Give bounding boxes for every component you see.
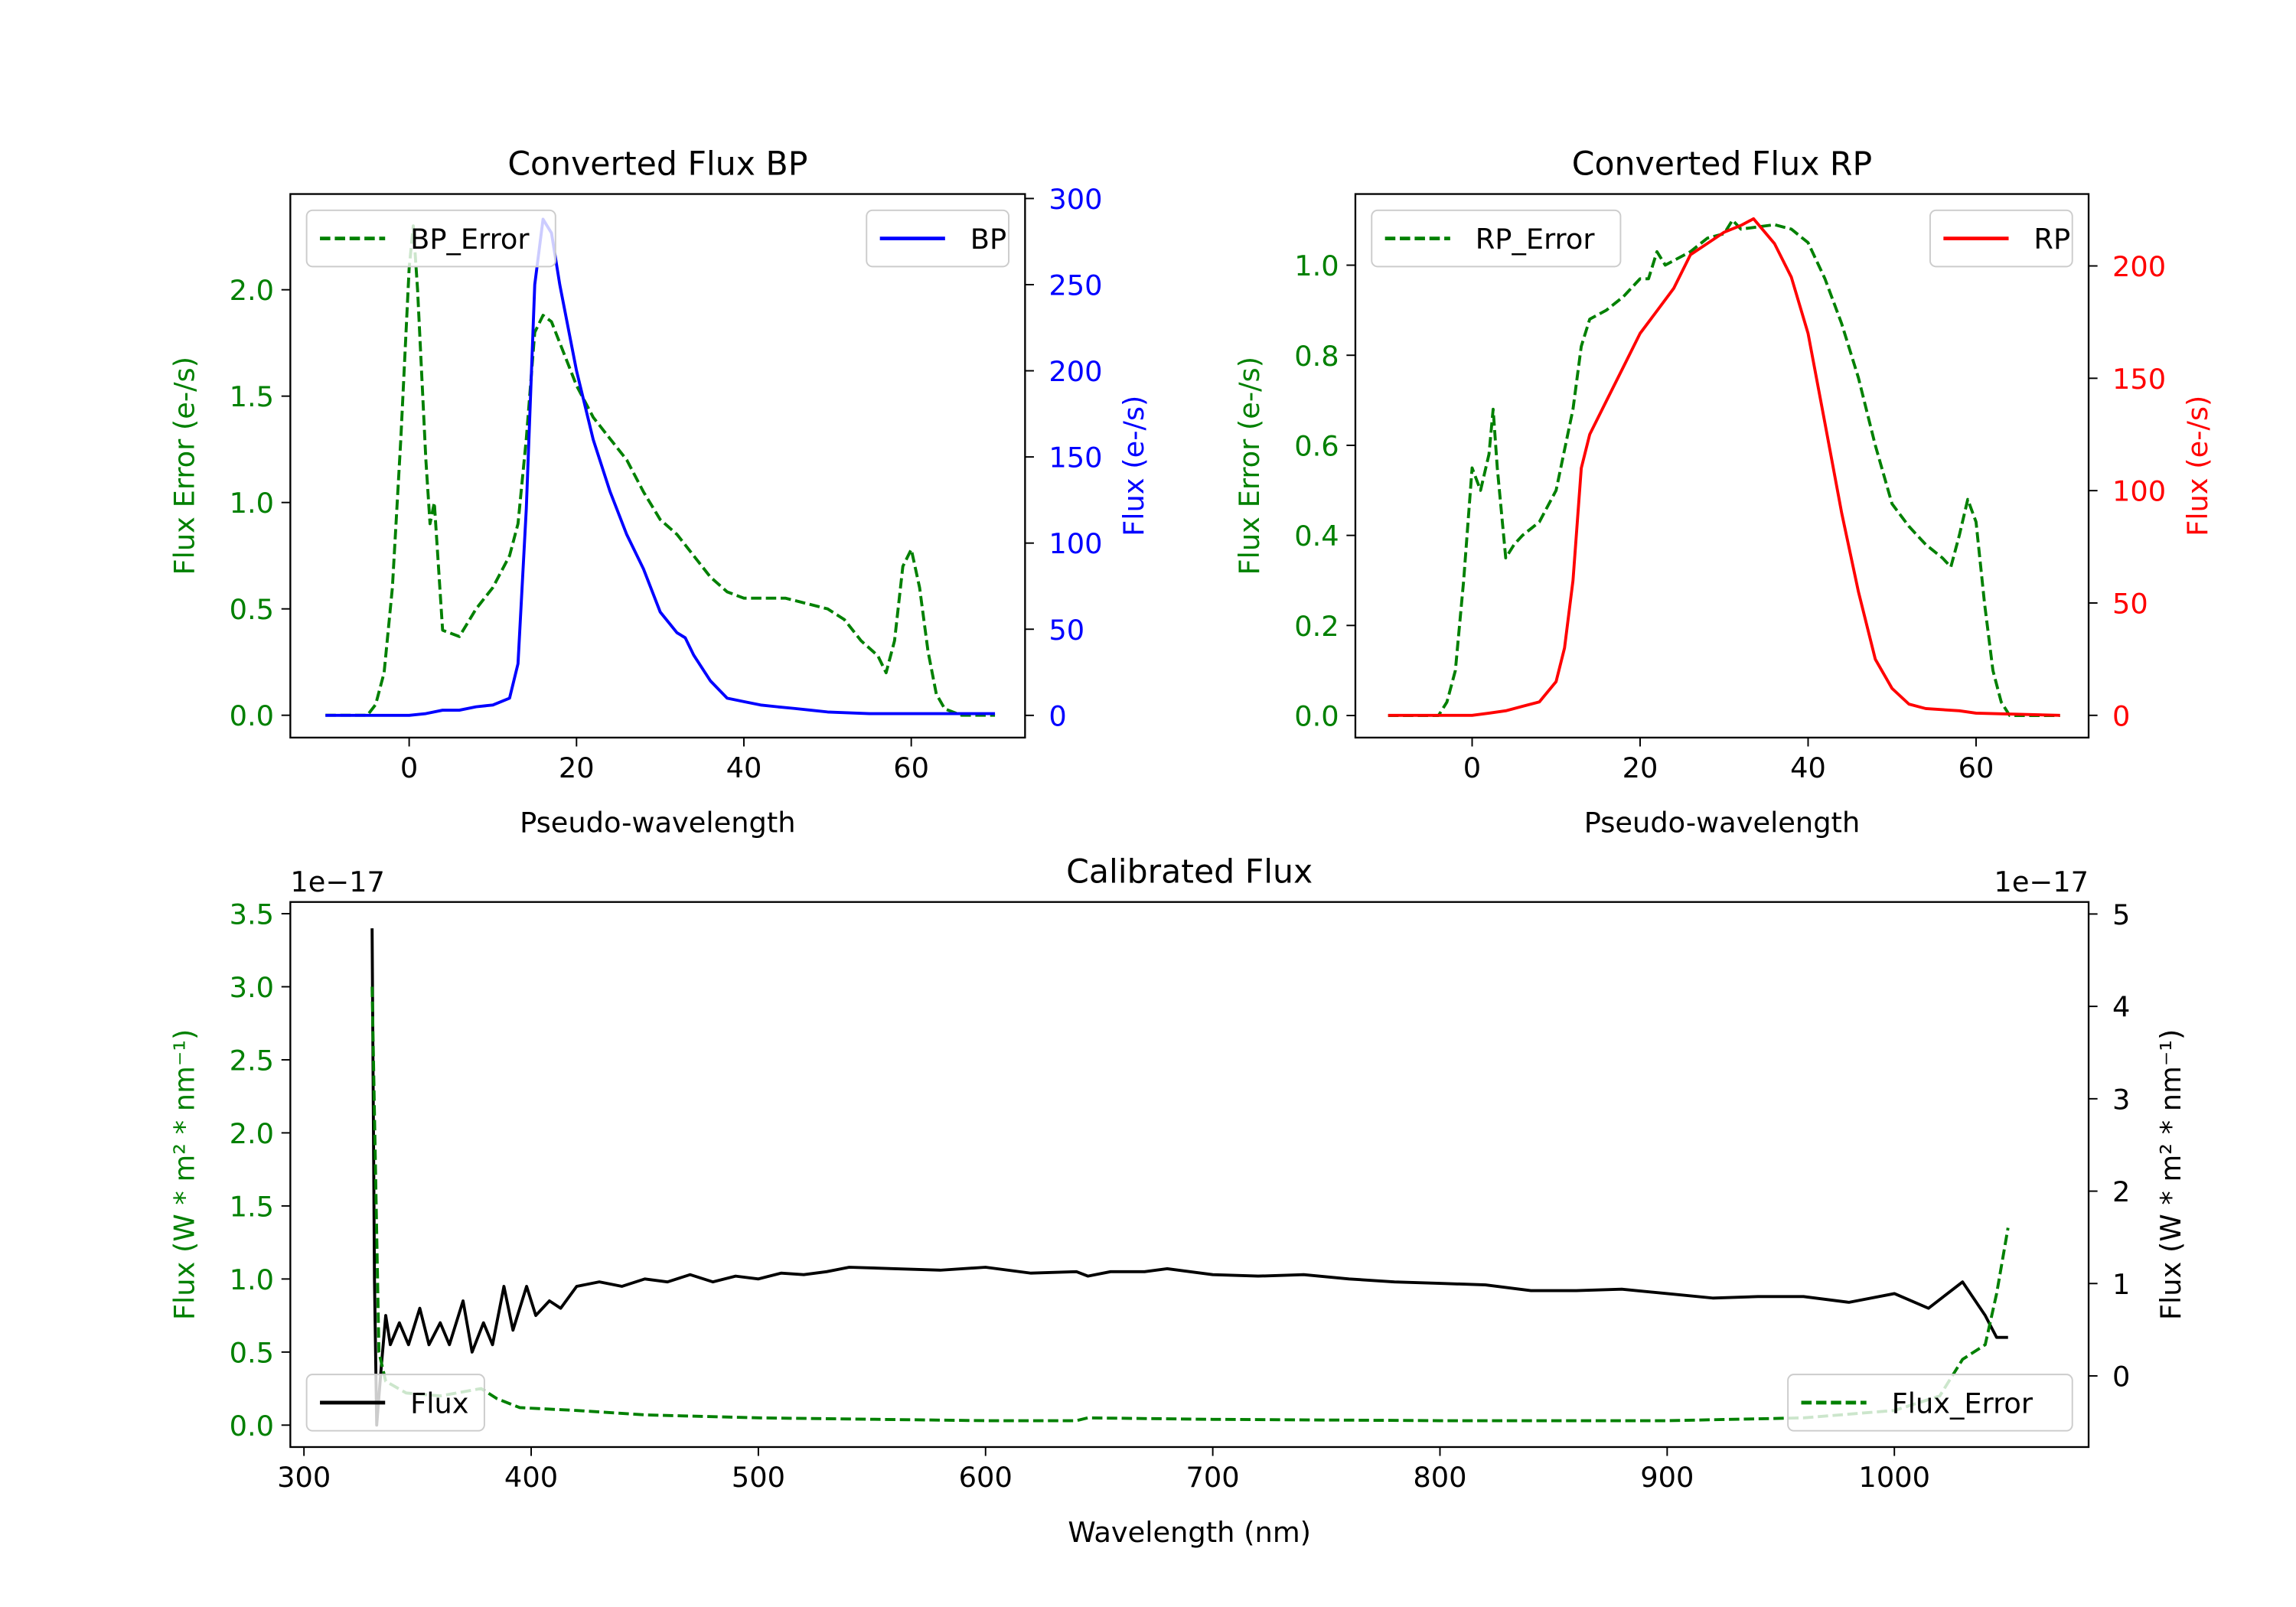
legend-label: BP_Error	[410, 223, 530, 256]
y-right-tick-label: 100	[2112, 475, 2166, 508]
y-left-offset-label: 1e−17	[290, 865, 385, 898]
x-tick-label: 800	[1413, 1461, 1466, 1494]
y-right-tick-label: 250	[1049, 269, 1102, 302]
x-tick-label: 0	[400, 751, 418, 784]
x-tick-label: 700	[1186, 1461, 1240, 1494]
y-right-tick-label: 200	[1049, 355, 1102, 388]
y-right-axis-label: Flux (W * m² * nm⁻¹)	[2154, 1029, 2187, 1320]
legend-label: Flux_Error	[1892, 1387, 2033, 1420]
chart-title: Converted Flux BP	[507, 145, 807, 183]
y-right-tick-label: 50	[1049, 614, 1084, 647]
y-left-tick-label: 1.0	[1294, 249, 1339, 282]
bp-panel: Converted Flux BP 0 20 40 60 Pseudo-wavelengt…	[168, 145, 1151, 839]
y-right-tick-label: 0	[2112, 699, 2130, 732]
y-left-axis-label: Flux (W * m² * nm⁻¹)	[168, 1029, 201, 1320]
y-right-offset-label: 1e−17	[1994, 865, 2089, 898]
y-left-tick-label: 0.5	[230, 593, 274, 626]
y-right-tick-label: 150	[1049, 442, 1102, 474]
y-right-axis-label: Flux (e-/s)	[1117, 396, 1150, 536]
legend-label: RP	[2033, 223, 2070, 256]
y-left-tick-label: 1.0	[230, 487, 274, 520]
calibrated-flux-panel: Calibrated Flux 300 400 500 600 700 800 900 1000…	[168, 853, 2187, 1549]
y-right-tick-label: 5	[2112, 898, 2130, 931]
legend-rp: RP	[1929, 209, 2073, 268]
y-right-tick-label: 150	[2112, 363, 2166, 396]
x-tick-label: 40	[726, 751, 762, 784]
y-left-tick-label: 3.5	[230, 898, 274, 931]
y-right-tick-label: 3	[2112, 1083, 2130, 1116]
y-right-tick-label: 300	[1049, 183, 1102, 216]
series-line-rp-error	[1388, 218, 2060, 717]
legend-label: Flux	[410, 1387, 468, 1420]
y-right-tick-label: 4	[2112, 991, 2130, 1024]
y-left-tick-label: 2.0	[230, 1117, 274, 1150]
series-line-flux	[370, 928, 2008, 1427]
x-tick-label: 60	[893, 751, 929, 784]
legend-rp-error: RP_Error	[1371, 209, 1622, 268]
y-left-tick-label: 1.5	[230, 380, 274, 413]
legend-bp: BP	[866, 209, 1010, 268]
y-left-tick-label: 0.4	[1294, 520, 1339, 553]
y-right-tick-label: 1	[2112, 1268, 2130, 1301]
plot-frame	[289, 193, 1026, 739]
y-left-tick-label: 0.2	[1294, 610, 1339, 643]
y-left-tick-label: 2.0	[230, 274, 274, 307]
series-line-rp	[1388, 217, 2060, 717]
x-tick-label: 500	[732, 1461, 785, 1494]
legend-box	[305, 1374, 485, 1432]
legend-bp-error: BP_Error	[305, 209, 556, 268]
y-left-tick-label: 2.5	[230, 1044, 274, 1077]
legend-box	[1371, 209, 1622, 268]
y-right-tick-label: 200	[2112, 250, 2166, 283]
y-left-tick-label: 0.0	[230, 1410, 274, 1442]
legend-flux-error: Flux_Error	[1787, 1374, 2073, 1432]
y-left-tick-label: 1.0	[230, 1263, 274, 1296]
series-group	[1388, 217, 2060, 717]
legend-box	[305, 209, 556, 268]
y-right-tick-label: 100	[1049, 527, 1102, 560]
y-left-axis-label: Flux Error (e-/s)	[1233, 357, 1266, 575]
y-left-tick-label: 1.5	[230, 1190, 274, 1223]
y-left-tick-label: 0.8	[1294, 340, 1339, 373]
y-right-tick-label: 0	[2112, 1361, 2130, 1393]
x-axis-label: Pseudo-wavelength	[1584, 807, 1861, 839]
series-line-bp	[325, 217, 996, 717]
x-tick-label: 0	[1463, 751, 1481, 784]
y-left-axis-label: Flux Error (e-/s)	[168, 357, 201, 575]
y-left-tick-label: 0.0	[1294, 700, 1339, 733]
y-left-tick-label: 0.0	[230, 699, 274, 732]
x-tick-label: 20	[559, 751, 595, 784]
y-right-tick-label: 0	[1049, 699, 1066, 732]
chart-title: Calibrated Flux	[1066, 853, 1313, 892]
y-right-tick-label: 50	[2112, 588, 2148, 621]
x-axis-label: Pseudo-wavelength	[520, 807, 796, 839]
x-tick-label: 300	[277, 1461, 331, 1494]
x-tick-label: 600	[959, 1461, 1013, 1494]
x-tick-label: 900	[1640, 1461, 1694, 1494]
series-group	[325, 217, 996, 717]
y-right-tick-label: 2	[2112, 1175, 2130, 1208]
y-right-axis-label: Flux (e-/s)	[2181, 396, 2214, 536]
plot-frame	[289, 901, 2090, 1449]
legend-label: RP_Error	[1476, 223, 1596, 256]
x-tick-label: 60	[1958, 751, 1994, 784]
x-tick-label: 20	[1623, 751, 1658, 784]
y-left-tick-label: 0.6	[1294, 429, 1339, 462]
rp-panel: Converted Flux RP 0 20 40 60 Pseudo-wavelengt…	[1233, 145, 2214, 839]
x-axis-label: Wavelength (nm)	[1068, 1516, 1311, 1549]
x-tick-label: 400	[504, 1461, 558, 1494]
plot-frame	[1354, 193, 2090, 739]
chart-title: Converted Flux RP	[1572, 145, 1872, 183]
legend-box	[1787, 1374, 2073, 1432]
x-tick-label: 1000	[1858, 1461, 1930, 1494]
legend-label: BP	[970, 223, 1006, 256]
y-left-tick-label: 3.0	[230, 971, 274, 1004]
x-tick-label: 40	[1790, 751, 1826, 784]
y-left-tick-label: 0.5	[230, 1336, 274, 1369]
legend-flux: Flux	[305, 1374, 485, 1432]
